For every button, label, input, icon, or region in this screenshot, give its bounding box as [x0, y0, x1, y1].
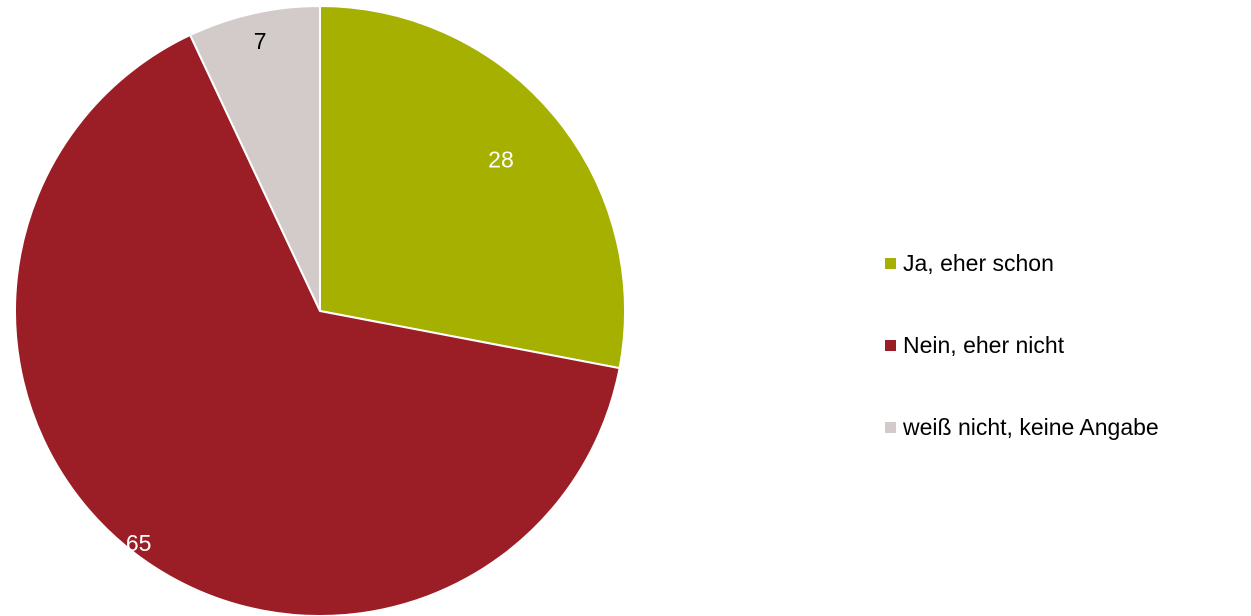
legend-label: Nein, eher nicht	[903, 331, 1065, 358]
legend-swatch	[885, 257, 896, 269]
legend-swatch	[885, 421, 896, 433]
pie-data-label-3: 7	[254, 28, 267, 54]
legend-swatch	[885, 339, 896, 351]
legend-item-3: weiß nicht, keine Angabe	[885, 386, 1159, 468]
legend: Ja, eher schon Nein, eher nicht weiß nicht…	[885, 222, 1159, 468]
pie-data-label-2: 65	[126, 530, 152, 556]
legend-item-1: Ja, eher schon	[885, 222, 1159, 304]
pie-slice-3	[188, 4, 321, 312]
pie-data-label-1: 28	[488, 146, 514, 172]
pie-chart: 28 65 7	[14, 4, 626, 616]
legend-label: Ja, eher schon	[903, 249, 1054, 276]
pie-slice-1	[319, 4, 626, 370]
pie-slice-2	[14, 33, 621, 616]
legend-item-2: Nein, eher nicht	[885, 304, 1159, 386]
legend-label: weiß nicht, keine Angabe	[903, 413, 1159, 440]
